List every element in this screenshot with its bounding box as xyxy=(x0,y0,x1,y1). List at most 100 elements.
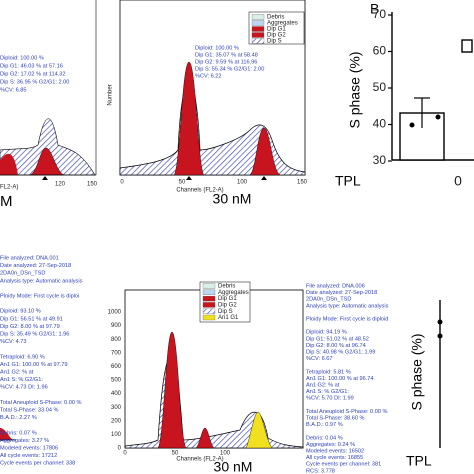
x-tick-label: 0 xyxy=(123,451,127,457)
caption: 30 nM xyxy=(214,459,253,474)
stats-line: Tetraploid: 6.90 % xyxy=(0,354,45,360)
y-tick-label: 900 xyxy=(111,323,122,329)
y-axis-label: Number xyxy=(108,84,114,105)
stats-line: Dip G2: 9.59 % at 116.96 xyxy=(195,59,257,65)
stats-line: Cycle events per channel: 338 xyxy=(0,461,75,467)
stats-line: Dip S: 36.95 % G2/G1: 2.00 xyxy=(0,79,69,85)
stats-line: Diploid: 100.00 % xyxy=(195,45,239,51)
legend-swatch xyxy=(251,20,265,26)
stats-line: Aggregates: 3.27 % xyxy=(0,438,49,444)
stats-line: All cycle events: 16855 xyxy=(306,455,363,461)
y-tick-label: 400 xyxy=(111,391,122,397)
y-tick-label: 1000 xyxy=(108,310,122,316)
histogram-left xyxy=(0,0,97,180)
y-tick-label: 30 xyxy=(373,153,387,167)
stats-line: %CV: 4.73 DI: 1.96 xyxy=(0,385,48,391)
caption: M xyxy=(0,193,13,210)
legend-label: Debris xyxy=(267,15,284,21)
stats-line: 2DA0n_DSn_TSD xyxy=(306,297,351,303)
y-tick-label: 60 xyxy=(373,44,387,58)
stats-line: B.A.D.: 0.97 % xyxy=(306,422,343,428)
stats-line: 2DA0n_DSn_TSD xyxy=(0,271,45,277)
stats-line: Ploidy Mode: First cycle is diploi xyxy=(0,293,79,299)
stats-line: An1 G1: 100.00 % at 97.79 xyxy=(0,362,68,368)
stats-line: An1 S: % G2/G1: xyxy=(0,377,43,383)
y-tick-label: 300 xyxy=(111,405,122,411)
stats-line: Ploidy Mode: First cycle is diploid xyxy=(306,316,388,322)
legend-swatch xyxy=(202,302,216,308)
stats-line: Modeled events: 17806 xyxy=(0,445,58,451)
x-tick-label: 150 xyxy=(297,180,308,186)
legend-swatch xyxy=(202,289,216,295)
x-axis-label: Channels (FL2-A) xyxy=(176,457,223,463)
legend-swatch xyxy=(251,32,265,38)
stats-line: Diploid: 94.19 % xyxy=(306,330,347,336)
stats-line: File analyzed: DNA.006 xyxy=(306,283,365,289)
x-axis-label: TPL xyxy=(406,453,432,469)
stats-line: Dip G2: 17.02 % at 114.32 xyxy=(0,71,66,77)
legend-swatch xyxy=(202,295,216,302)
legend-swatch xyxy=(202,314,216,321)
stats-line: %CV: 5.70 DI: 1.99 xyxy=(306,396,354,402)
legend-label: Dip G1 xyxy=(267,27,286,33)
stats-line: Aggregates: 0.24 % xyxy=(306,442,355,448)
stats-line: Dip G2: 8.00 % at 96.74 xyxy=(306,343,366,349)
stats-line: Date analyzed: 27-Sep-2018 xyxy=(306,290,377,296)
stats-line: An1 S: % G2/G1: xyxy=(306,389,349,395)
stats-line: Dip S: 40.98 % G2/G1: 1.99 xyxy=(306,349,375,355)
x-tick-label: 100 xyxy=(220,451,231,457)
y-tick-label: 0 xyxy=(118,446,122,452)
y-tick-label: 40 xyxy=(373,117,387,131)
stats-line: Dip G1: 46.03 % at 57.16 xyxy=(0,63,63,69)
y-tick-label: 800 xyxy=(111,337,122,343)
x-tick-label: 150 xyxy=(87,182,98,188)
stats-line: Dip G2: 8.00 % at 97.79 xyxy=(0,324,60,330)
x-tick-label: 120 xyxy=(55,182,66,188)
legend-swatch xyxy=(251,26,265,32)
y-tick-label: 500 xyxy=(111,378,122,384)
stats-line: Dip S: 55.34 % G2/G1: 2.00 xyxy=(195,66,264,72)
x-tick-label: 0 xyxy=(454,173,462,189)
legend-label: Debris xyxy=(218,284,235,290)
y-tick-label: 600 xyxy=(111,364,122,370)
legend-label: An1 G1 xyxy=(218,315,239,321)
stats-line: Diploid: 93.10 % xyxy=(0,309,41,315)
stats-line: An1 G1: 100.00 % at 96.74 xyxy=(306,376,374,382)
stats-line: %CV: 6.67 xyxy=(306,356,333,362)
stats-line: Debris: 0.04 % xyxy=(306,435,343,441)
legend-label: Dip S xyxy=(218,309,233,315)
y-axis-label: S phase (%) xyxy=(347,51,363,128)
x-tick-label: 100 xyxy=(237,180,248,186)
legend-label: Aggregates xyxy=(218,290,249,296)
stats-line: %CV: 4.73 xyxy=(0,339,27,345)
stats-line: B.A.D.: 2.27 % xyxy=(0,415,37,421)
stats-line: Date analyzed: 27-Sep-2018 xyxy=(0,263,71,269)
stats-line: %CV: 6.85 xyxy=(0,87,27,93)
x-tick-label: 50 xyxy=(179,180,186,186)
x-axis-label: FL2-A) xyxy=(0,185,18,191)
stats-line: Analysis type: Automatic analysis xyxy=(306,303,389,309)
x-axis-label: Channels (FL2-A) xyxy=(176,188,223,194)
legend-label: Aggregates xyxy=(267,21,298,27)
stats-line: %CV: 6.22 xyxy=(195,73,222,79)
legend-label: Dip G2 xyxy=(218,302,237,308)
legend-label: Dip G2 xyxy=(267,33,286,39)
histogram-bottom-left xyxy=(0,428,16,441)
y-tick-label: 700 xyxy=(111,350,122,356)
x-axis-label: TPL xyxy=(335,173,361,189)
y-tick-label: 70 xyxy=(373,7,387,21)
stats-line: Tetraploid: 5.81 % xyxy=(306,369,351,375)
stats-line: RCS: 3.778 xyxy=(306,468,335,474)
stats-line: Total Aneuploid S-Phase: 0.00 % xyxy=(0,400,82,406)
stats-line: File analyzed: DNA.001 xyxy=(0,255,59,261)
stats-line: Dip S: 35.49 % G2/G1: 1.96 xyxy=(0,331,69,337)
x-tick-label: 50 xyxy=(172,451,179,457)
caption: 30 nM xyxy=(213,191,252,207)
panel-letter: B xyxy=(370,1,379,17)
stats-line: Total S-Phase: 33.04 % xyxy=(0,407,58,413)
stats-line: Analysis type: Automatic analysis xyxy=(0,278,83,284)
stats-line: Cycle events per channel: 381 xyxy=(306,462,381,468)
stats-line: An1 G2: % at xyxy=(306,382,340,388)
legend-label: Dip S xyxy=(267,39,282,45)
